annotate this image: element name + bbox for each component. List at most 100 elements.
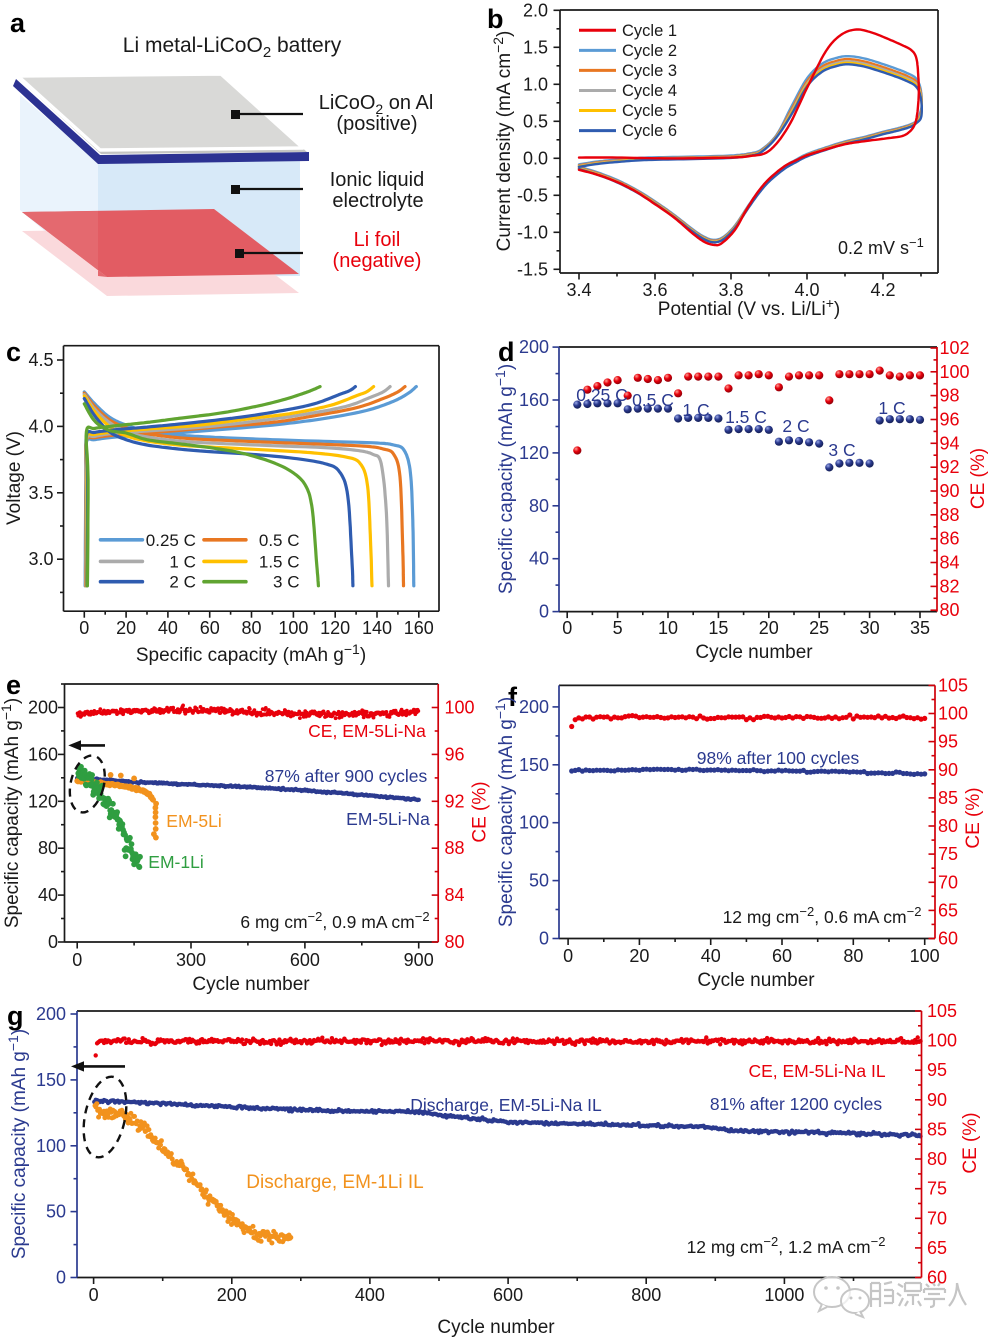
svg-text:g: g	[7, 1001, 24, 1031]
svg-text:100: 100	[938, 704, 968, 724]
svg-text:4.0: 4.0	[28, 416, 53, 436]
svg-text:0: 0	[72, 950, 82, 970]
svg-text:90: 90	[940, 481, 960, 501]
svg-text:0: 0	[563, 946, 573, 966]
svg-text:85: 85	[927, 1119, 947, 1139]
svg-text:CE (%): CE (%)	[470, 781, 491, 842]
svg-text:0: 0	[56, 1268, 66, 1288]
svg-text:e: e	[6, 670, 21, 700]
svg-text:200: 200	[217, 1285, 247, 1305]
svg-text:20: 20	[116, 618, 136, 638]
svg-text:50: 50	[529, 871, 549, 891]
svg-text:1.5: 1.5	[523, 37, 548, 57]
svg-text:0.5: 0.5	[523, 111, 548, 131]
svg-text:Specific capacity (mAh g−1): Specific capacity (mAh g−1)	[0, 698, 23, 928]
svg-text:1.0: 1.0	[523, 74, 548, 94]
svg-text:LiCoO2 on Al: LiCoO2 on Al	[319, 92, 434, 117]
svg-text:84: 84	[445, 885, 465, 905]
svg-text:65: 65	[938, 900, 958, 920]
svg-text:Cycle number: Cycle number	[695, 642, 813, 663]
svg-text:40: 40	[38, 885, 58, 905]
svg-text:Voltage (V): Voltage (V)	[4, 431, 25, 525]
svg-text:0.2 mV s−1: 0.2 mV s−1	[838, 235, 924, 258]
svg-text:35: 35	[910, 618, 930, 638]
svg-text:92: 92	[445, 791, 465, 811]
svg-text:98% after 100 cycles: 98% after 100 cycles	[697, 748, 860, 768]
svg-text:Cycle 3: Cycle 3	[622, 62, 677, 80]
svg-text:96: 96	[940, 409, 960, 429]
svg-text:60: 60	[938, 928, 958, 948]
svg-text:CE, EM-5Li-Na IL: CE, EM-5Li-Na IL	[748, 1061, 885, 1081]
svg-text:1 C: 1 C	[169, 552, 195, 571]
svg-text:90: 90	[938, 760, 958, 780]
svg-text:300: 300	[176, 950, 206, 970]
svg-text:Specific capacity (mAh g−1): Specific capacity (mAh g−1)	[136, 641, 366, 666]
svg-text:12 mg cm−2, 0.6 mA cm−2: 12 mg cm−2, 0.6 mA cm−2	[723, 904, 922, 927]
svg-text:100: 100	[940, 362, 970, 382]
svg-text:82: 82	[940, 576, 960, 596]
svg-text:12 mg cm−2, 1.2 mA cm−2: 12 mg cm−2, 1.2 mA cm−2	[687, 1234, 886, 1257]
svg-text:160: 160	[28, 744, 58, 764]
svg-text:3 C: 3 C	[828, 440, 855, 460]
svg-text:140: 140	[362, 618, 392, 638]
svg-text:0.25 C: 0.25 C	[146, 531, 196, 550]
svg-text:94: 94	[940, 433, 960, 453]
svg-text:CE (%): CE (%)	[968, 448, 988, 509]
svg-text:Li foil: Li foil	[354, 229, 401, 251]
svg-text:Discharge, EM-5Li-Na IL: Discharge, EM-5Li-Na IL	[410, 1095, 602, 1115]
svg-text:150: 150	[36, 1070, 66, 1090]
svg-text:0.5 C: 0.5 C	[632, 390, 674, 410]
svg-text:65: 65	[927, 1238, 947, 1258]
svg-text:105: 105	[938, 675, 968, 695]
svg-text:EM-1Li: EM-1Li	[148, 852, 203, 872]
svg-text:92: 92	[940, 457, 960, 477]
svg-text:Cycle number: Cycle number	[192, 974, 310, 995]
svg-text:86: 86	[940, 529, 960, 549]
svg-text:600: 600	[493, 1285, 523, 1305]
svg-text:0.0: 0.0	[523, 148, 548, 168]
svg-text:88: 88	[940, 505, 960, 525]
svg-text:88: 88	[445, 838, 465, 858]
svg-text:100: 100	[278, 618, 308, 638]
svg-text:90: 90	[927, 1090, 947, 1110]
svg-text:a: a	[10, 8, 26, 38]
svg-text:4.0: 4.0	[794, 280, 819, 300]
svg-text:120: 120	[28, 791, 58, 811]
svg-text:80: 80	[927, 1149, 947, 1169]
svg-text:200: 200	[519, 697, 549, 717]
svg-text:4.2: 4.2	[870, 280, 895, 300]
svg-text:Li metal-LiCoO2 battery: Li metal-LiCoO2 battery	[123, 34, 342, 61]
svg-text:3.0: 3.0	[28, 549, 53, 569]
svg-text:1 C: 1 C	[878, 398, 905, 418]
svg-text:0: 0	[89, 1285, 99, 1305]
svg-text:Cycle 5: Cycle 5	[622, 102, 677, 120]
svg-text:EM-5Li: EM-5Li	[166, 811, 221, 831]
svg-text:96: 96	[445, 744, 465, 764]
svg-text:80: 80	[940, 600, 960, 620]
svg-text:2 C: 2 C	[169, 573, 195, 592]
svg-text:60: 60	[200, 618, 220, 638]
svg-text:(negative): (negative)	[333, 250, 422, 272]
svg-text:75: 75	[927, 1179, 947, 1199]
svg-text:0: 0	[79, 618, 89, 638]
svg-text:Cycle number: Cycle number	[697, 970, 815, 991]
svg-text:6 mg cm−2, 0.9 mA cm−2: 6 mg cm−2, 0.9 mA cm−2	[240, 909, 429, 932]
svg-text:3 C: 3 C	[273, 573, 299, 592]
svg-text:Discharge, EM-1Li IL: Discharge, EM-1Li IL	[246, 1172, 423, 1193]
svg-text:95: 95	[927, 1060, 947, 1080]
svg-text:60: 60	[772, 946, 792, 966]
svg-text:40: 40	[158, 618, 178, 638]
svg-text:80: 80	[938, 816, 958, 836]
svg-text:Cycle 2: Cycle 2	[622, 42, 677, 60]
svg-text:95: 95	[938, 732, 958, 752]
svg-text:2 C: 2 C	[782, 416, 809, 436]
svg-text:20: 20	[629, 946, 649, 966]
svg-text:800: 800	[631, 1285, 661, 1305]
svg-text:200: 200	[28, 697, 58, 717]
svg-text:70: 70	[927, 1208, 947, 1228]
svg-text:600: 600	[290, 950, 320, 970]
svg-text:160: 160	[519, 390, 549, 410]
svg-text:CE (%): CE (%)	[963, 787, 984, 848]
svg-text:200: 200	[36, 1004, 66, 1024]
svg-text:1.5 C: 1.5 C	[725, 407, 767, 427]
